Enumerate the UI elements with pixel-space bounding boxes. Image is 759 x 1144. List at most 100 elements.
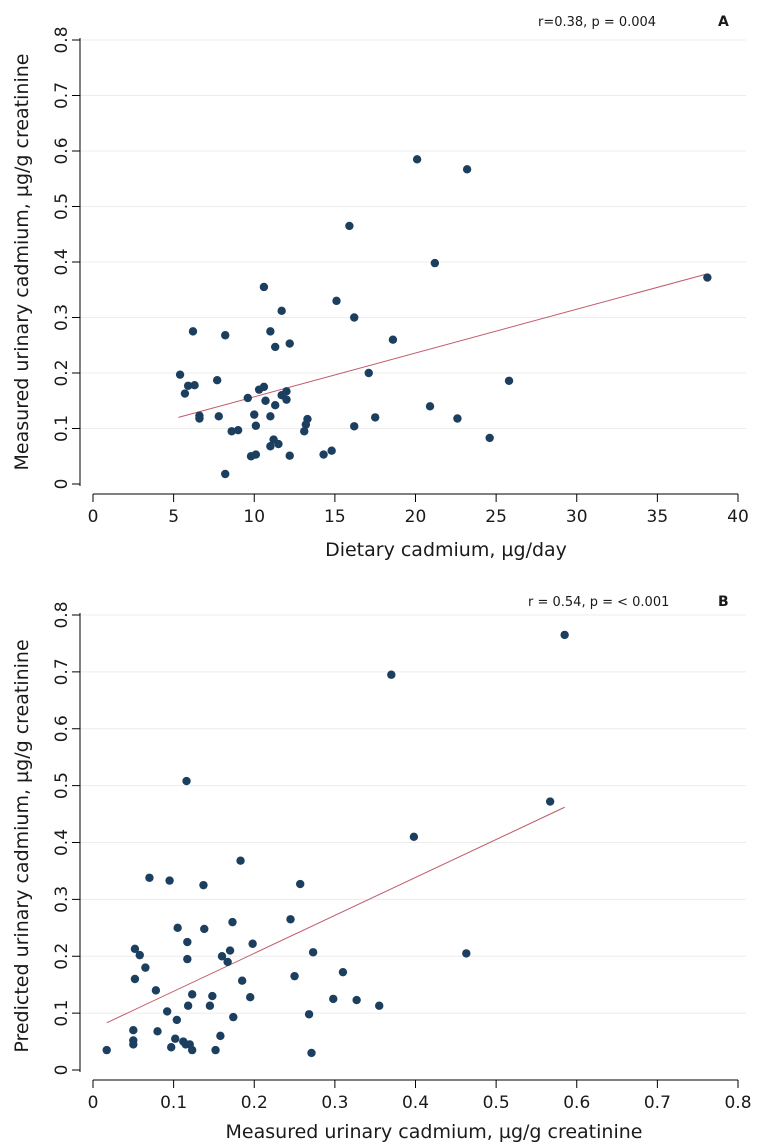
panel-b-x-tick-label: 0.4 — [402, 1093, 429, 1113]
panel-a-data-point — [370, 413, 380, 422]
panel-a-annotation: r=0.38, p = 0.004 — [538, 15, 656, 30]
panel-a-data-point — [251, 421, 261, 430]
panel-a-data-point — [221, 331, 230, 340]
panel-a-data-point — [188, 327, 198, 336]
panel-b-data-point — [135, 950, 144, 960]
panel-a-data-point — [453, 414, 462, 423]
panel-a-data-point — [271, 400, 280, 410]
panel-b-data-point — [172, 1015, 182, 1025]
panel-b-data-point — [183, 954, 192, 964]
panel-a-data-point — [212, 376, 222, 385]
panel-b-data-point — [187, 1045, 197, 1055]
panel-b-fit-line — [106, 806, 565, 1024]
panel-a-data-point — [327, 446, 336, 455]
panel-b-data-point — [237, 976, 247, 985]
panel-b-x-tick-label: 0.5 — [483, 1093, 510, 1113]
panel-a-data-point — [282, 387, 291, 396]
panel-b-y-tick-label: 0.1 — [52, 1000, 72, 1027]
panel-a-data-point — [462, 165, 472, 174]
panel-b-data-point — [208, 991, 217, 1001]
panel-b-data-point — [236, 856, 245, 865]
panel-a-y-tick-label: 0.2 — [52, 359, 72, 386]
panel-a-data-point — [303, 414, 312, 424]
panel-a-y-tick-label: 0.1 — [52, 415, 72, 442]
panel-b-data-point — [225, 946, 235, 955]
panel-a-data-point — [285, 451, 294, 460]
panel-b-data-point — [387, 670, 396, 679]
panel-b-data-point — [162, 1007, 172, 1016]
panel-b-data-point — [183, 937, 192, 947]
panel-b-data-point — [141, 963, 150, 972]
panel-a-ticks: 0 0.1 0.2 0.3 0.4 0.5 0.6 0.7 0.8 0 5 10 15 20 25 30 35 4… — [52, 26, 749, 527]
panel-b-y-tick-label: 0 — [52, 1065, 72, 1076]
panel-a-data-point — [195, 414, 204, 423]
panel-a-x-tick-label: 40 — [727, 507, 749, 527]
panel-b-y-tick-label: 0.5 — [52, 772, 72, 799]
panel-b-data-point — [308, 948, 318, 957]
panel-a-data-point — [485, 433, 494, 443]
panel-a-data-point — [233, 425, 243, 435]
panel-b-data-point — [217, 952, 227, 961]
panel-a-data-point — [243, 393, 252, 403]
panel-b-ticks: 0 0.1 0.2 0.3 0.4 0.5 0.6 0.7 0.8 0 0.1 0.2 0.3 0.4 0.… — [52, 601, 752, 1113]
panel-a-data-point — [412, 155, 422, 164]
panel-a-data-point — [332, 296, 341, 306]
panel-b-x-axis-title: Measured urinary cadmium, µg/g creatinin… — [226, 1121, 643, 1143]
panel-a-data-point — [266, 442, 275, 451]
panel-a-data-point — [300, 427, 309, 436]
panel-a-data-point — [271, 342, 280, 352]
panel-b-gridlines — [80, 614, 746, 1014]
panel-b-x-tick-label: 0.2 — [241, 1093, 268, 1113]
panel-a-data-point — [282, 395, 291, 404]
panel-b-annotation: r = 0.54, p = < 0.001 — [528, 595, 669, 610]
panel-b-data-point — [462, 949, 471, 958]
panel-b-data-point — [216, 1031, 225, 1041]
panel-a-data-point — [364, 368, 373, 378]
panel-a-fit-line — [178, 273, 706, 418]
panel-a-x-tick-label: 35 — [647, 507, 669, 527]
panel-b-data-point — [211, 1045, 220, 1055]
panel-b-points — [102, 630, 569, 1058]
panel-b-data-point — [129, 1040, 138, 1049]
panel-b-data-point — [199, 880, 208, 890]
panel-a-y-tick-label: 0.7 — [52, 82, 72, 109]
panel-a-x-tick-label: 20 — [405, 507, 427, 527]
panel-a-data-point — [425, 402, 435, 411]
panel-a-y-axis-title: Measured urinary cadmium, µg/g creatinin… — [11, 54, 33, 471]
panel-b-data-point — [329, 994, 338, 1004]
panel-b-data-point — [182, 776, 191, 786]
panel-a-data-point — [250, 410, 259, 419]
panel-a-data-point — [180, 389, 190, 398]
panel-b-data-point — [290, 971, 299, 981]
panel-a-y-tick-label: 0.3 — [52, 304, 72, 331]
panel-b-data-point — [167, 1043, 176, 1052]
panel-a-x-tick-label: 0 — [88, 507, 99, 527]
panel-a-x-tick-label: 10 — [243, 507, 265, 527]
panel-b-data-point — [223, 957, 232, 967]
panel-b-data-point — [129, 1025, 138, 1035]
panel-b-y-axis-title: Predicted urinary cadmium, µg/g creatini… — [11, 639, 33, 1052]
panel-b-x-tick-label: 0.6 — [563, 1093, 590, 1113]
panel-b-data-point — [173, 923, 182, 933]
panel-b-y-tick-label: 0.6 — [52, 715, 72, 742]
panel-b-y-tick-label: 0.3 — [52, 886, 72, 913]
panel-b-data-point — [296, 879, 305, 889]
panel-b-data-point — [187, 990, 197, 999]
panel-a-x-tick-label: 30 — [566, 507, 588, 527]
panel-a-data-point — [227, 427, 236, 436]
panel-a-data-point — [350, 422, 359, 431]
panel-b-data-point — [130, 944, 140, 954]
panel-b-label: B — [718, 594, 729, 610]
panel-b-data-point — [228, 917, 237, 927]
panel-b-x-tick-label: 0.7 — [644, 1093, 671, 1113]
panel-a-data-point — [175, 370, 185, 379]
panel-a-y-tick-label: 0.8 — [52, 26, 72, 53]
panel-a-data-point — [274, 439, 283, 449]
panel-a-data-point — [190, 381, 199, 390]
panel-b-data-point — [286, 915, 295, 924]
panel-b-data-point — [183, 1001, 193, 1010]
panel-b-data-point — [153, 1027, 162, 1036]
panel-a-y-tick-label: 0.4 — [52, 248, 72, 275]
panel-a-data-point — [319, 450, 328, 459]
